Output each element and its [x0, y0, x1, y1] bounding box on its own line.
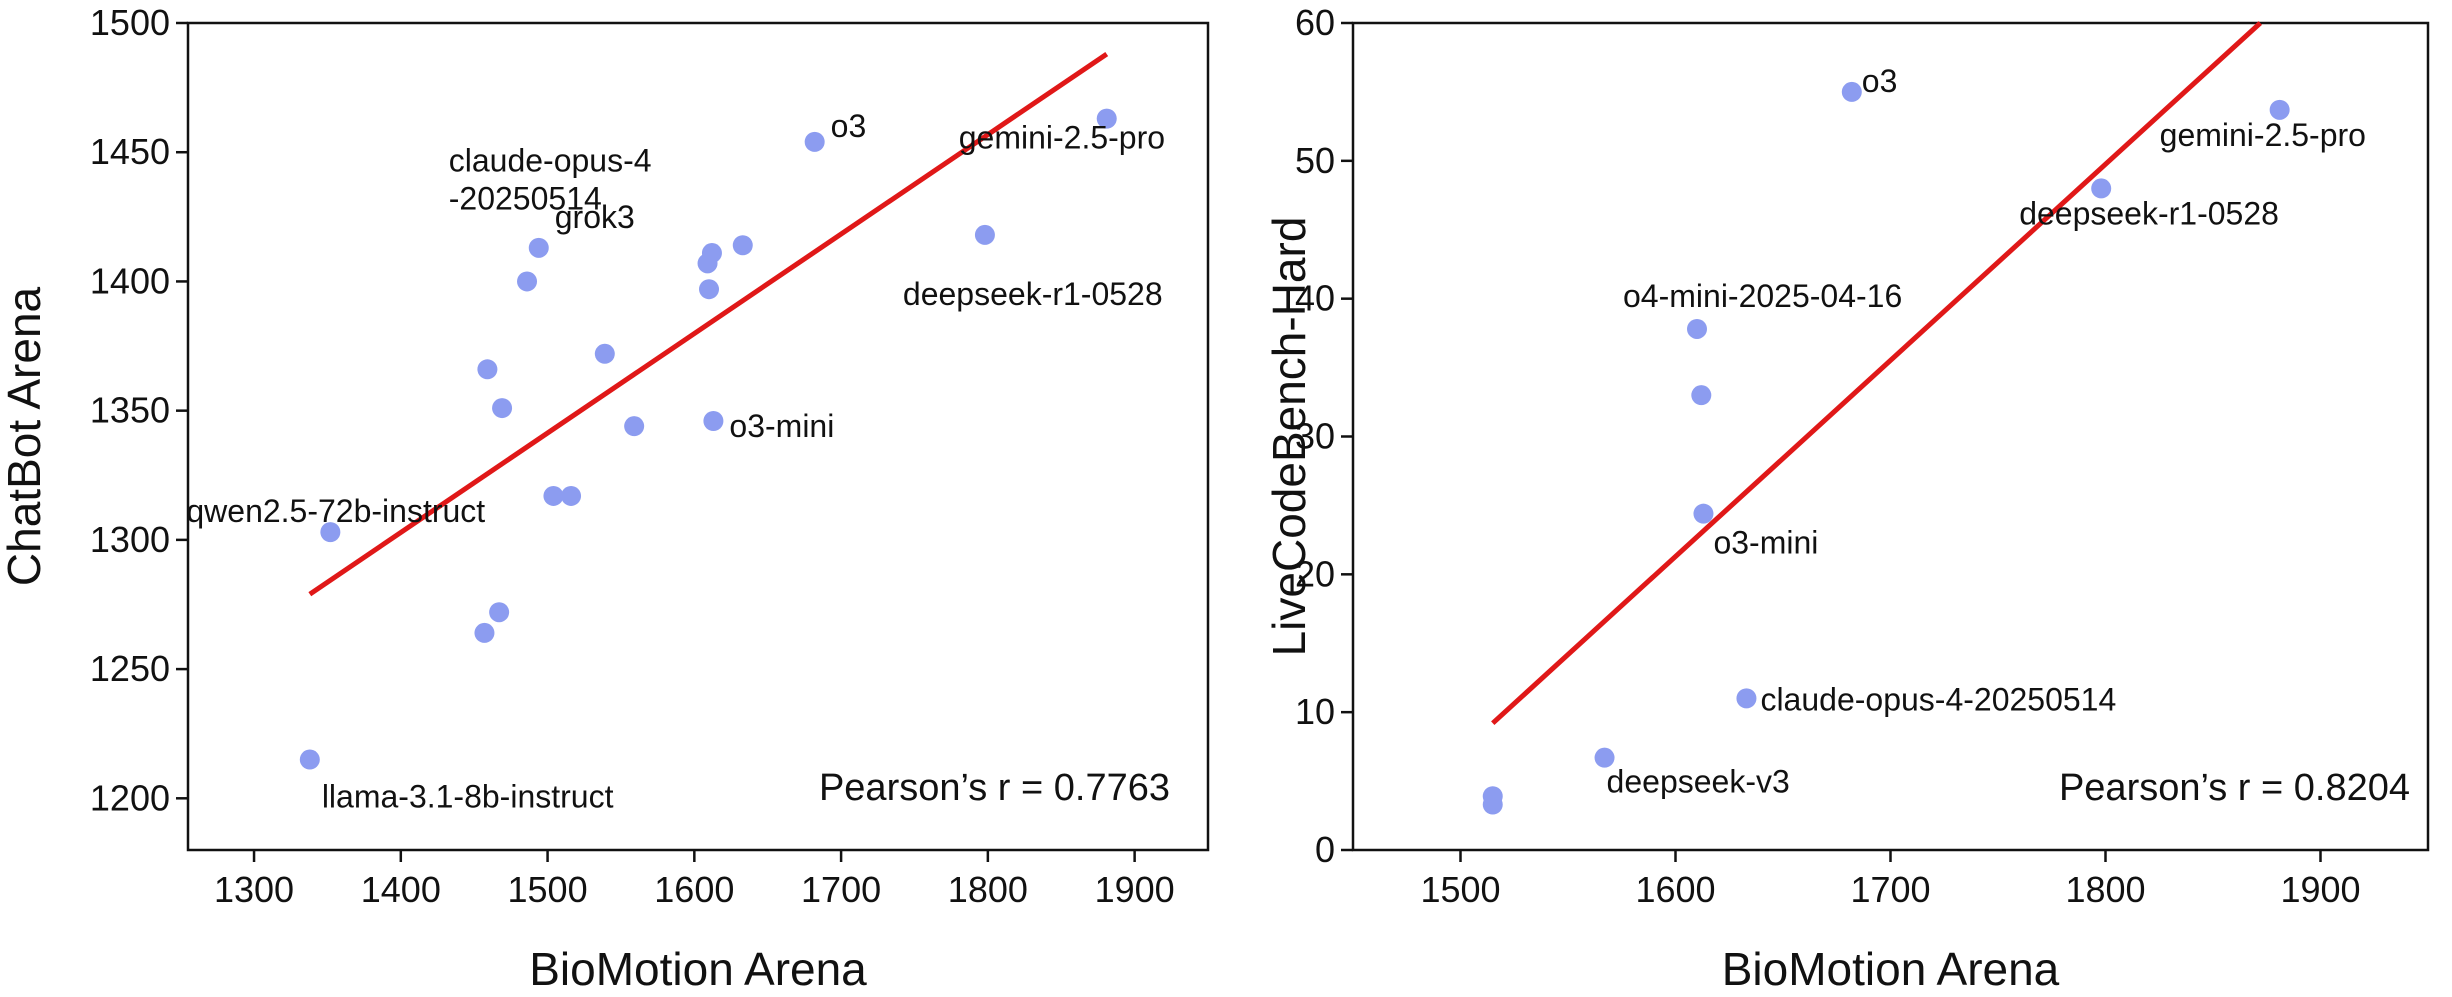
data-point [974, 224, 995, 245]
data-point [804, 131, 825, 152]
x-tick-label: 1300 [214, 869, 294, 910]
data-point [543, 485, 564, 506]
y-tick-label: 60 [1295, 2, 1335, 43]
data-point [1693, 503, 1714, 524]
y-tick-label: 50 [1295, 140, 1335, 181]
data-point [517, 271, 538, 292]
x-tick-label: 1500 [1420, 869, 1500, 910]
data-point [1687, 318, 1707, 339]
data-point [2091, 178, 2112, 199]
y-axis-title: LiveCodeBench-Hard [1263, 217, 1315, 657]
regression-line [308, 51, 1109, 597]
data-point [703, 410, 724, 431]
y-tick-label: 10 [1295, 691, 1335, 732]
data-point-label: o4-mini-2025-04-16 [1623, 278, 1902, 314]
x-tick-label: 1800 [2065, 869, 2145, 910]
x-tick-label: 1700 [1850, 869, 1930, 910]
data-point-label: o3 [831, 108, 867, 144]
right-scatter-plot: 1500 1600 1700 1800 1900 0 10 20 30 40 50 60 BioMoti… [1263, 2, 2430, 995]
x-tick-label: 1600 [1635, 869, 1715, 910]
data-point [732, 235, 753, 256]
data-point-label: gemini-2.5-pro [2160, 117, 2366, 153]
left-scatter-plot: 1300 1400 1500 1600 1700 1800 1900 1200 1250 1300… [0, 2, 1210, 995]
y-tick-label: 20 [1295, 553, 1335, 594]
data-point [1841, 81, 1862, 102]
data-point [489, 602, 510, 623]
data-point-label: claude-opus-4-20250514 [1760, 681, 2116, 717]
y-tick-label: 1250 [90, 648, 170, 689]
data-point-label: llama-3.1-8b-instruct [322, 779, 614, 815]
y-tick-label: 0 [1315, 829, 1335, 870]
data-point-label: deepseek-r1-0528 [903, 276, 1163, 312]
data-point-label: o3 [1862, 63, 1898, 99]
y-tick-label: 1350 [90, 390, 170, 431]
x-axis-title: BioMotion Arena [529, 943, 867, 995]
x-tick-label: 1400 [361, 869, 441, 910]
y-tick-label: 1200 [90, 777, 170, 818]
data-point [477, 359, 498, 380]
data-point-label: claude-opus-4-20250514 [449, 142, 652, 216]
data-point [1096, 108, 1117, 129]
data-point-label: deepseek-r1-0528 [2019, 195, 2279, 231]
data-point-label: deepseek-v3 [1607, 764, 1790, 800]
data-point-label: gemini-2.5-pro [959, 120, 1165, 156]
data-point-label: grok3 [555, 199, 635, 235]
regression-line [1491, 21, 2262, 726]
x-tick-label: 1900 [1095, 869, 1175, 910]
x-tick-label: 1700 [801, 869, 881, 910]
data-point [320, 522, 341, 543]
y-tick-label: 30 [1295, 416, 1335, 457]
data-point [1594, 747, 1615, 768]
pearson-annotation: Pearson’s r = 0.7763 [819, 767, 1170, 809]
data-point-label: o3-mini [1713, 525, 1818, 561]
data-point [492, 398, 513, 419]
y-tick-label: 1500 [90, 2, 170, 43]
data-point [699, 279, 720, 300]
data-point [697, 253, 718, 274]
data-point [561, 485, 582, 506]
data-point [474, 622, 495, 643]
y-tick-label: 1300 [90, 519, 170, 560]
data-point [624, 416, 645, 437]
data-point [528, 237, 549, 258]
axes-frame [186, 21, 1210, 852]
data-point-label: qwen2.5-72b-instruct [186, 493, 485, 529]
x-tick-label: 1800 [948, 869, 1028, 910]
x-axis-title: BioMotion Arena [1722, 943, 2060, 995]
x-tick-label: 1600 [654, 869, 734, 910]
data-point [1736, 688, 1757, 709]
x-tick-label: 1500 [508, 869, 588, 910]
y-tick-label: 1400 [90, 260, 170, 301]
data-point [1691, 385, 1712, 406]
data-point-label: o3-mini [729, 408, 834, 444]
data-point [299, 749, 320, 770]
y-tick-label: 1450 [90, 131, 170, 172]
data-point [1482, 794, 1503, 815]
pearson-annotation: Pearson’s r = 0.8204 [2059, 767, 2410, 809]
y-tick-label: 40 [1295, 278, 1335, 319]
data-point [2269, 99, 2290, 120]
x-tick-label: 1900 [2280, 869, 2360, 910]
y-axis-title: ChatBot Arena [0, 286, 50, 586]
data-point [594, 343, 615, 364]
